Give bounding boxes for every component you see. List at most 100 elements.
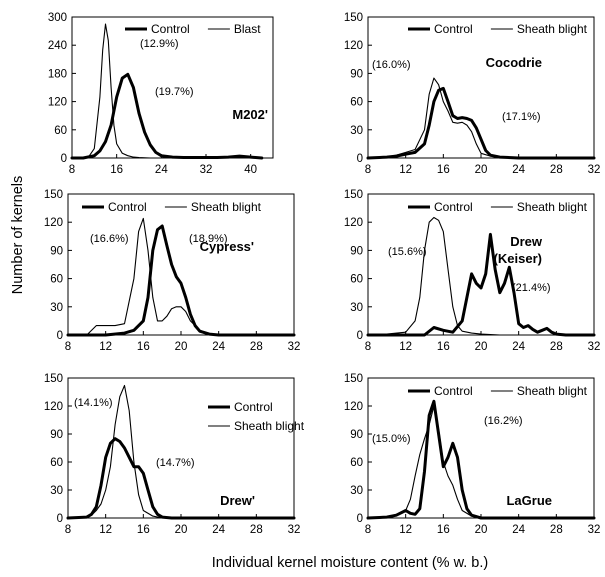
y-tick-label: 180	[48, 68, 67, 80]
plot-frame	[67, 193, 295, 336]
y-tick-label: 240	[48, 40, 67, 52]
x-tick-label: 16	[137, 524, 150, 536]
y-tick-label: 30	[350, 302, 363, 314]
x-tick-label: 20	[475, 164, 488, 176]
variety-name: Drew	[510, 234, 543, 249]
y-tick-label: 0	[357, 330, 363, 342]
x-tick-label: 8	[69, 164, 75, 176]
y-tick-label: 150	[344, 12, 363, 24]
legend: Control Sheath blight	[408, 200, 588, 214]
legend-label: Control	[434, 22, 473, 36]
peak-annotation: (16.2%)	[484, 415, 523, 427]
series-line-blast	[71, 23, 263, 159]
y-tick-label: 120	[344, 40, 363, 52]
y-tick-label: 120	[48, 97, 67, 109]
chart-panel-2: 0 30 60 90 120 150 8 12 16 20 24 28 32 Control Sheath …	[344, 12, 601, 176]
figure-xlabel: Individual kernel moisture content (% w.…	[212, 555, 488, 571]
x-tick-label: 12	[399, 524, 412, 536]
x-tick-label: 12	[99, 341, 112, 353]
plot-frame	[367, 193, 595, 336]
legend: Control Blast	[125, 22, 261, 36]
y-tick-label: 0	[57, 330, 63, 342]
variety-name: (Keiser)	[494, 251, 542, 266]
y-tick-label: 0	[57, 513, 63, 525]
y-tick-label: 90	[350, 429, 363, 441]
peak-annotation: (16.0%)	[372, 59, 411, 71]
variety-name: Drew'	[220, 493, 255, 508]
y-tick-label: 60	[350, 274, 363, 286]
series-line-sheath-blight	[367, 77, 595, 159]
x-tick-label: 32	[200, 164, 213, 176]
x-tick-label: 28	[550, 341, 563, 353]
chart-panel-1: 0 60 120 180 240 300 8 16 24 32 40 Control Blast M202…	[48, 12, 274, 176]
peak-annotation: (18.9%)	[189, 233, 228, 245]
x-tick-label: 32	[588, 524, 601, 536]
x-tick-label: 32	[588, 341, 601, 353]
legend-label: Sheath blight	[517, 200, 588, 214]
y-tick-label: 60	[350, 457, 363, 469]
legend-label: Control	[434, 384, 473, 398]
variety-name: M202'	[232, 107, 268, 122]
y-tick-label: 60	[54, 125, 67, 137]
y-tick-label: 120	[44, 217, 63, 229]
y-tick-label: 0	[357, 153, 363, 165]
figure-ylabel: Number of kernels	[10, 176, 26, 294]
series-line-sheath-blight	[67, 217, 295, 336]
peak-annotation: (16.6%)	[90, 233, 129, 245]
peak-annotation: (19.7%)	[155, 86, 194, 98]
x-tick-label: 16	[437, 341, 450, 353]
y-tick-label: 60	[50, 274, 63, 286]
x-tick-label: 24	[512, 524, 525, 536]
series-line-control	[366, 86, 596, 160]
x-tick-label: 32	[288, 341, 301, 353]
variety-name: LaGrue	[506, 493, 552, 508]
x-tick-label: 12	[399, 341, 412, 353]
legend-label: Sheath blight	[191, 200, 262, 214]
legend: Control Sheath blight	[408, 384, 588, 398]
series-line-control	[366, 399, 596, 520]
y-tick-label: 30	[50, 485, 63, 497]
series-line-sheath-blight	[367, 405, 595, 519]
x-tick-label: 8	[365, 164, 371, 176]
legend: Control Sheath blight	[82, 200, 262, 214]
series-line-sheath-blight	[367, 216, 595, 336]
legend-label: Sheath blight	[234, 419, 305, 433]
x-tick-label: 40	[244, 164, 257, 176]
legend-label: Sheath blight	[517, 384, 588, 398]
series-line-control	[70, 72, 264, 160]
y-tick-label: 0	[357, 513, 363, 525]
x-tick-label: 16	[110, 164, 123, 176]
x-tick-label: 20	[475, 524, 488, 536]
y-tick-label: 30	[350, 485, 363, 497]
x-tick-label: 12	[99, 524, 112, 536]
y-tick-label: 30	[50, 302, 63, 314]
legend-label: Control	[434, 200, 473, 214]
y-tick-label: 90	[350, 245, 363, 257]
y-tick-label: 120	[44, 401, 63, 413]
series-line-sheath-blight	[67, 384, 295, 519]
peak-annotation: (15.6%)	[388, 246, 427, 258]
peak-annotation: (14.1%)	[74, 397, 113, 409]
x-tick-label: 12	[399, 164, 412, 176]
y-tick-label: 90	[50, 429, 63, 441]
legend-label: Sheath blight	[517, 22, 588, 36]
x-tick-label: 28	[250, 524, 263, 536]
x-tick-label: 28	[550, 524, 563, 536]
peak-annotation: (21.4%)	[512, 282, 551, 294]
y-tick-label: 90	[50, 245, 63, 257]
series-line-control	[66, 437, 296, 520]
x-tick-label: 24	[212, 524, 225, 536]
x-tick-label: 16	[137, 341, 150, 353]
y-tick-label: 120	[344, 401, 363, 413]
legend-label: Control	[234, 400, 273, 414]
plot-frame	[367, 377, 595, 519]
peak-annotation: (17.1%)	[502, 111, 541, 123]
x-tick-label: 32	[288, 524, 301, 536]
x-tick-label: 20	[175, 341, 188, 353]
x-tick-label: 28	[250, 341, 263, 353]
y-tick-label: 150	[344, 373, 363, 385]
chart-panel-6: 0 30 60 90 120 150 8 12 16 20 24 28 32 Control Sheath …	[344, 373, 601, 536]
y-tick-label: 60	[350, 97, 363, 109]
